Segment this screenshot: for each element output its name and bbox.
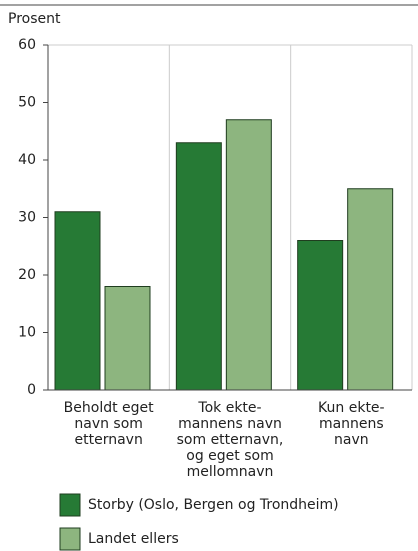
x-tick-label: og eget som bbox=[186, 448, 273, 464]
bar bbox=[54, 211, 101, 391]
y-tick-label: 30 bbox=[18, 210, 36, 226]
bar bbox=[347, 188, 394, 391]
bar bbox=[104, 286, 151, 391]
x-tick-label: Kun ekte- bbox=[318, 400, 385, 416]
bar bbox=[225, 119, 272, 391]
y-axis-label: Prosent bbox=[8, 11, 61, 27]
x-tick-label: som etternavn, bbox=[177, 432, 284, 448]
bar bbox=[297, 240, 344, 391]
x-tick-label: navn bbox=[334, 432, 369, 448]
x-tick-label: Beholdt eget bbox=[64, 400, 154, 416]
y-tick-label: 0 bbox=[27, 382, 36, 398]
x-tick-label: navn som bbox=[74, 416, 143, 432]
y-tick-label: 50 bbox=[18, 95, 36, 111]
x-tick-label: Tok ekte- bbox=[197, 400, 261, 416]
y-tick-label: 20 bbox=[18, 267, 36, 283]
legend-swatch bbox=[59, 527, 81, 551]
legend-swatch bbox=[59, 493, 81, 517]
legend-label: Storby (Oslo, Bergen og Trondheim) bbox=[88, 497, 339, 513]
y-tick-label: 40 bbox=[18, 152, 36, 168]
x-tick-label: mannens navn bbox=[178, 416, 282, 432]
x-tick-label: etternavn bbox=[75, 432, 143, 448]
bar bbox=[175, 142, 222, 391]
x-tick-label: mannens bbox=[319, 416, 384, 432]
legend-label: Landet ellers bbox=[88, 531, 179, 547]
y-tick-label: 60 bbox=[18, 37, 36, 53]
y-tick-label: 10 bbox=[18, 325, 36, 341]
x-tick-label: mellomnavn bbox=[187, 464, 274, 480]
